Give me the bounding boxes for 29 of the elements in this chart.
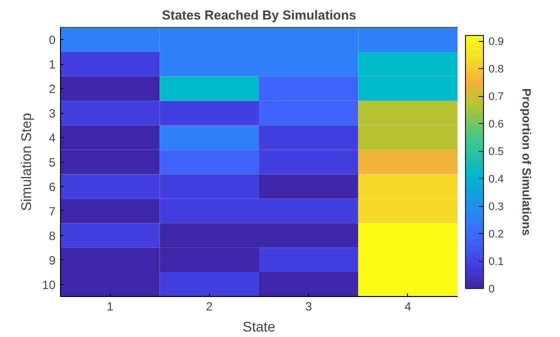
color-bar-label: 0.7 [488,91,504,103]
x-tick-label: 2 [206,300,214,314]
y-tick-label: 0 [48,33,56,48]
x-tick-label: 4 [404,300,412,314]
y-tick-label: 3 [48,106,56,121]
color-bar-label: 0.5 [488,146,504,158]
y-axis-title: Simulation Step [18,112,34,212]
color-bar-label: 0.9 [488,36,504,48]
y-tick-label: 7 [48,204,56,218]
color-bar-label: 0.3 [488,201,504,213]
y-tick-label: 6 [48,180,56,194]
color-bar-label: 0.6 [488,118,504,130]
y-tick-label: 4 [48,131,56,146]
x-tick-label: 1 [106,300,114,314]
y-tick-label: 10 [42,278,56,292]
chart-title: States Reached By Simulations [162,8,356,22]
color-bar-label: 0 [488,284,495,296]
x-axis-title: State [242,318,276,334]
x-tick-label: 3 [305,300,312,314]
color-bar-label: 0.8 [488,64,504,76]
color-bar-label: 0.4 [488,174,504,186]
color-bar-title: Proportion of Simulations [520,88,534,236]
color-bar-label: 0.1 [488,256,504,268]
y-tick-label: 1 [48,58,56,72]
y-tick-label: 2 [48,82,56,96]
y-tick-label: 5 [48,156,56,170]
color-bar-label: 0.2 [488,228,504,240]
y-tick-label: 9 [48,253,56,268]
y-tick-label: 8 [48,228,56,243]
